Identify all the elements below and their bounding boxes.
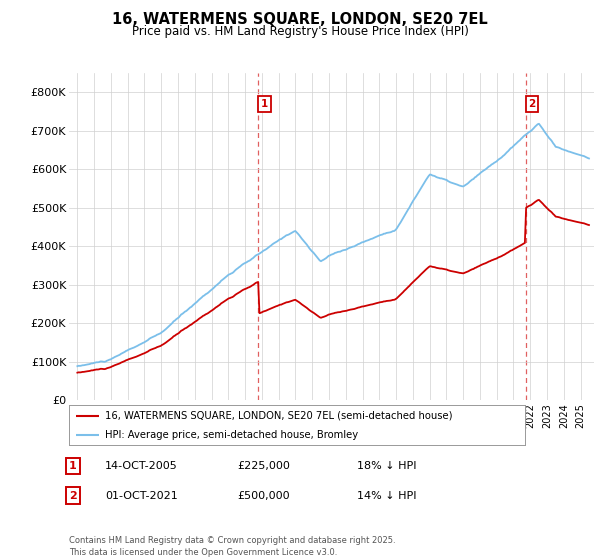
Text: £225,000: £225,000 bbox=[237, 461, 290, 471]
Text: 14% ↓ HPI: 14% ↓ HPI bbox=[357, 491, 416, 501]
Text: 1: 1 bbox=[261, 99, 268, 109]
Text: 14-OCT-2005: 14-OCT-2005 bbox=[105, 461, 178, 471]
Text: 18% ↓ HPI: 18% ↓ HPI bbox=[357, 461, 416, 471]
Text: 01-OCT-2021: 01-OCT-2021 bbox=[105, 491, 178, 501]
Text: Price paid vs. HM Land Registry's House Price Index (HPI): Price paid vs. HM Land Registry's House … bbox=[131, 25, 469, 38]
Text: HPI: Average price, semi-detached house, Bromley: HPI: Average price, semi-detached house,… bbox=[104, 430, 358, 440]
Text: Contains HM Land Registry data © Crown copyright and database right 2025.
This d: Contains HM Land Registry data © Crown c… bbox=[69, 536, 395, 557]
Text: £500,000: £500,000 bbox=[237, 491, 290, 501]
Text: 2: 2 bbox=[529, 99, 536, 109]
Text: 1: 1 bbox=[69, 461, 77, 471]
Text: 2: 2 bbox=[69, 491, 77, 501]
Text: 16, WATERMENS SQUARE, LONDON, SE20 7EL: 16, WATERMENS SQUARE, LONDON, SE20 7EL bbox=[112, 12, 488, 27]
Text: 16, WATERMENS SQUARE, LONDON, SE20 7EL (semi-detached house): 16, WATERMENS SQUARE, LONDON, SE20 7EL (… bbox=[104, 411, 452, 421]
